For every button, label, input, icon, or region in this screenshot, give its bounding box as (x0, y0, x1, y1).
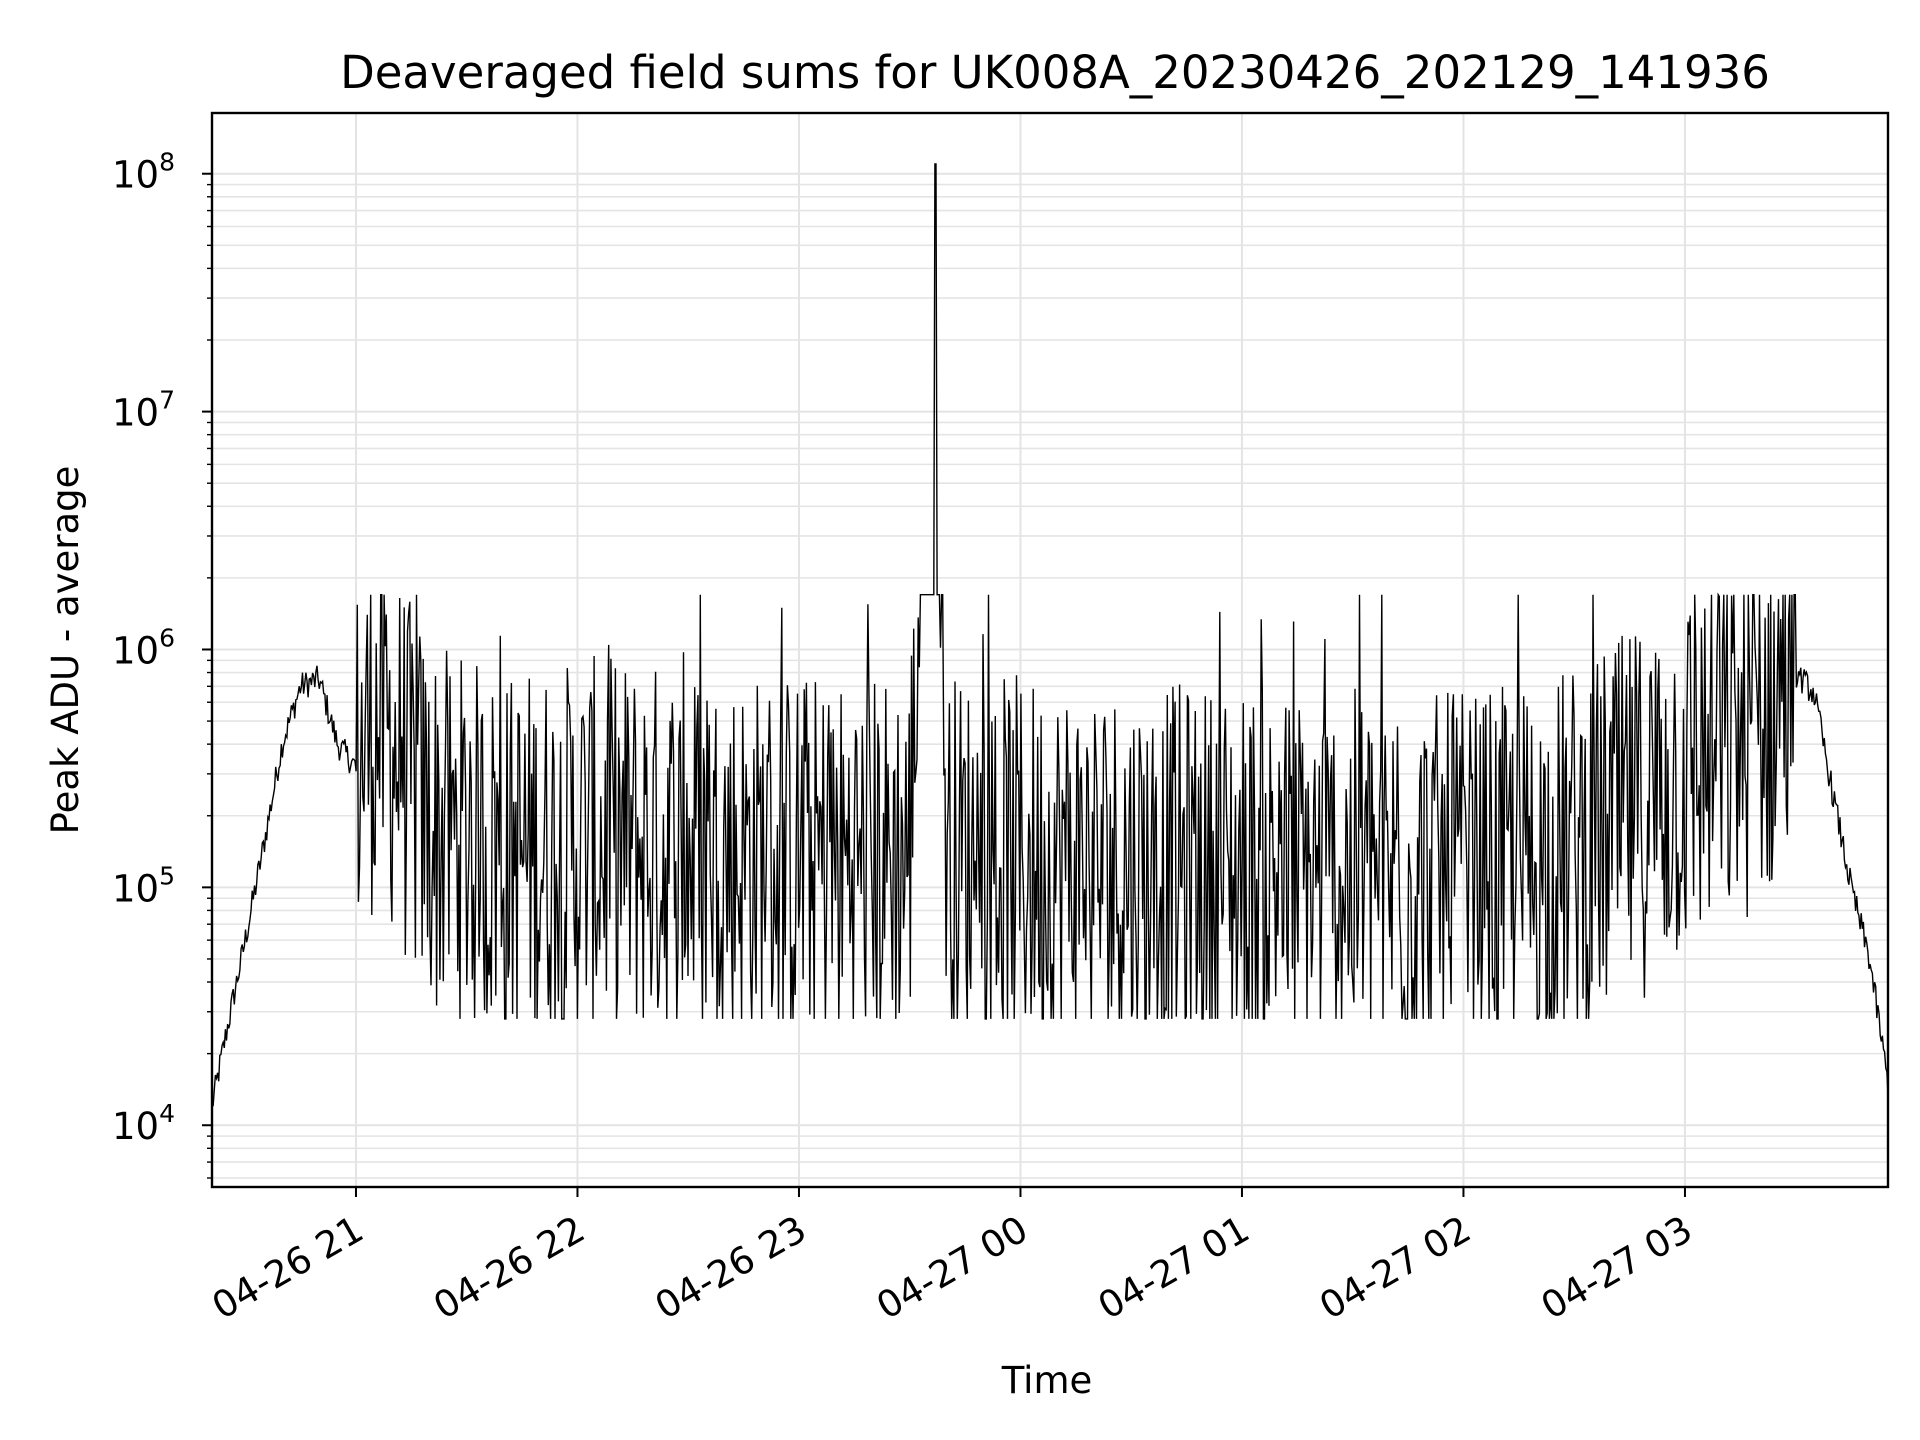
y-tick-exponent: 7 (159, 386, 175, 415)
y-tick-exponent: 5 (159, 861, 175, 890)
chart-title: Deaveraged field sums for UK008A_2023042… (340, 46, 1770, 99)
y-axis-label: Peak ADU - average (44, 466, 87, 835)
y-tick-label: 105 (112, 861, 175, 910)
y-tick-exponent: 4 (159, 1099, 175, 1128)
x-axis-label: Time (1001, 1359, 1093, 1402)
y-tick-label: 106 (112, 623, 175, 672)
series-line (211, 163, 1889, 1107)
y-tick-label: 107 (112, 386, 175, 435)
y-tick-base: 10 (112, 392, 159, 435)
y-tick-base: 10 (112, 1105, 159, 1148)
y-tick-base: 10 (112, 629, 159, 672)
y-tick-base: 10 (112, 154, 159, 197)
y-tick-label: 108 (112, 148, 175, 197)
y-tick-base: 10 (112, 867, 159, 910)
y-tick-label: 104 (112, 1099, 175, 1148)
y-tick-exponent: 6 (159, 623, 175, 652)
y-tick-exponent: 8 (159, 148, 175, 177)
series-layer (211, 163, 1889, 1107)
